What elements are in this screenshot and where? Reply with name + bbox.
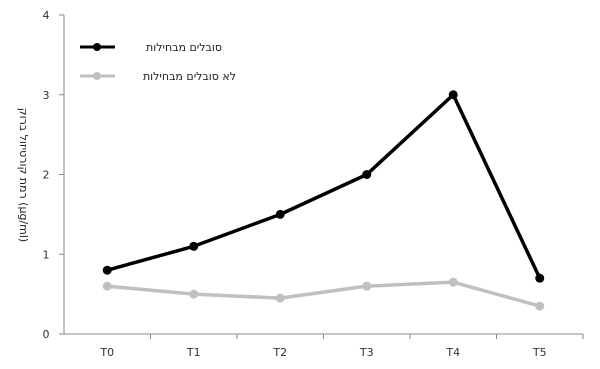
series-layer [102, 90, 545, 311]
series-1-point-0 [102, 281, 112, 291]
x-tick-label-1: T1 [186, 346, 201, 359]
y-axis-ticks: 0 1 2 3 4 [43, 9, 64, 341]
series-1-point-4 [448, 277, 458, 287]
series-line-1 [107, 280, 541, 308]
series-1-point-2 [275, 293, 285, 303]
series-0-point-1 [189, 241, 199, 251]
y-tick-label-2: 2 [43, 169, 50, 182]
legend-label-0: סובלים מבחילות [146, 41, 222, 54]
y-tick-label-3: 3 [43, 89, 50, 102]
x-tick-label-5: T5 [532, 346, 547, 359]
y-tick-label-0: 0 [43, 328, 50, 341]
series-0-point-0 [102, 265, 112, 275]
x-tick-label-3: T3 [359, 346, 374, 359]
axes [63, 15, 583, 335]
series-0-point-5 [535, 273, 545, 283]
y-tick-label-1: 1 [43, 248, 50, 261]
series-0-point-4 [448, 90, 458, 100]
series-1-point-1 [189, 289, 199, 299]
x-tick-label-2: T2 [272, 346, 287, 359]
legend: סובלים מבחילות לא סובלים מבחילות [80, 41, 236, 83]
series-1 [102, 277, 545, 311]
series-1-point-3 [362, 281, 372, 291]
y-axis-label: רמת קורטיזול ברוק (µg/ml) [17, 108, 30, 242]
legend-marker-1 [93, 72, 101, 80]
x-axis-ticks: T0 T1 T2 T3 T4 T5 [99, 334, 584, 359]
series-0 [102, 90, 545, 283]
legend-label-1: לא סובלים מבחילות [143, 70, 236, 83]
series-1-point-5 [535, 301, 545, 311]
legend-item-1: לא סובלים מבחילות [80, 70, 236, 83]
series-0-point-2 [275, 209, 285, 219]
series-line-0 [106, 93, 542, 279]
x-tick-label-0: T0 [99, 346, 114, 359]
series-0-point-3 [362, 170, 372, 179]
y-tick-label-4: 4 [43, 9, 50, 22]
x-tick-label-4: T4 [445, 346, 460, 359]
legend-item-0: סובלים מבחילות [80, 41, 222, 54]
legend-marker-0 [93, 43, 101, 51]
